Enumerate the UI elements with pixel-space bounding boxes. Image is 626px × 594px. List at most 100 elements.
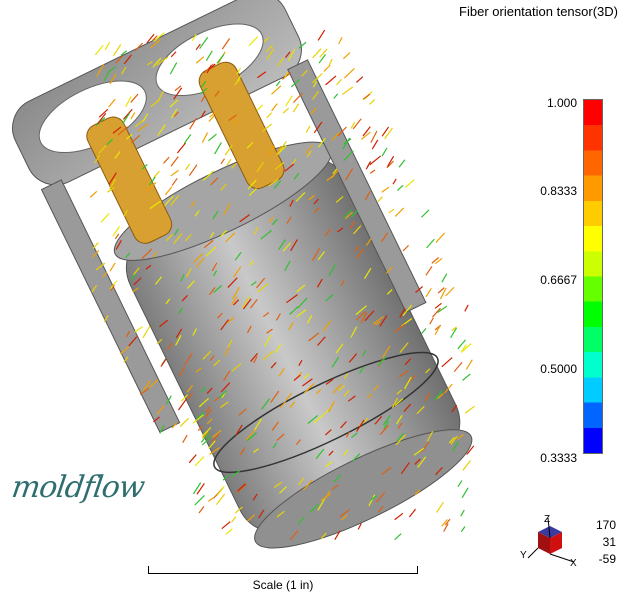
fiber-stroke (289, 306, 299, 315)
fiber-stroke (177, 398, 187, 411)
fiber-stroke (134, 42, 144, 51)
fiber-stroke (145, 264, 152, 270)
fiber-stroke (279, 486, 287, 494)
fiber-stroke (382, 415, 391, 426)
fiber-stroke (305, 125, 311, 133)
fiber-stroke (278, 239, 286, 251)
fiber-stroke (246, 432, 257, 442)
fiber-stroke (123, 54, 132, 65)
fiber-stroke (295, 192, 306, 202)
fiber-stroke (234, 78, 241, 86)
fiber-stroke (192, 328, 198, 336)
fiber-stroke (220, 382, 231, 393)
fiber-stroke (417, 456, 427, 468)
fiber-stroke (284, 260, 291, 272)
fiber-stroke (325, 461, 333, 468)
fiber-stroke (159, 424, 165, 434)
fiber-stroke (212, 429, 222, 438)
fiber-stroke (450, 327, 457, 339)
fiber-stroke (122, 112, 131, 125)
fiber-stroke (220, 183, 227, 191)
fiber-stroke (199, 87, 208, 95)
fiber-stroke (250, 299, 258, 309)
fiber-stroke (174, 228, 179, 236)
fiber-stroke (285, 51, 291, 58)
fiber-stroke (441, 357, 453, 368)
fiber-stroke (98, 108, 109, 118)
fiber-stroke (185, 268, 192, 278)
fiber-stroke (95, 262, 106, 271)
fiber-stroke (262, 350, 274, 361)
fiber-stroke (290, 239, 298, 252)
fiber-stroke (285, 95, 293, 107)
fiber-stroke (433, 389, 443, 401)
fiber-stroke (425, 266, 433, 276)
fiber-stroke (104, 41, 111, 51)
fiber-stroke (231, 469, 241, 477)
fiber-stroke (107, 66, 116, 74)
legend-label-min: 0.3333 (540, 451, 577, 465)
fiber-stroke (276, 145, 287, 156)
fiber-stroke (421, 328, 427, 335)
fiber-stroke (256, 104, 264, 112)
fiber-stroke (260, 229, 272, 240)
axis-triad-icon: Z X Y (520, 514, 577, 569)
fiber-stroke (180, 274, 185, 282)
fiber-stroke (403, 403, 412, 412)
fiber-stroke (413, 447, 425, 456)
fiber-stroke (234, 506, 243, 514)
fiber-stroke (209, 355, 215, 361)
fiber-stroke (340, 421, 347, 429)
fiber-stroke (182, 434, 188, 443)
fiber-stroke (142, 325, 151, 339)
fiber-stroke (396, 389, 403, 395)
fiber-stroke (205, 50, 213, 61)
fiber-stroke (265, 44, 274, 53)
fiber-stroke (270, 390, 280, 403)
fiber-stroke (225, 232, 236, 243)
fiber-stroke (310, 107, 317, 115)
fiber-stroke (263, 312, 270, 318)
fiber-stroke (316, 278, 323, 288)
fiber-stroke (324, 228, 331, 237)
fiber-stroke (108, 98, 116, 108)
fiber-stroke (185, 163, 191, 171)
fiber-stroke (165, 233, 174, 242)
fiber-stroke (322, 320, 332, 332)
fiber-stroke (204, 408, 213, 419)
fiber-stroke (391, 397, 399, 409)
fiber-stroke (124, 252, 131, 259)
fiber-stroke (444, 383, 453, 394)
fiber-stroke (173, 111, 179, 117)
fiber-stroke (426, 238, 435, 249)
fiber-stroke (339, 509, 350, 518)
fiber-stroke (191, 34, 197, 42)
legend-label-2: 0.8333 (540, 184, 577, 198)
fiber-stroke (368, 494, 376, 507)
fiber-stroke (109, 73, 117, 85)
fiber-stroke (402, 304, 413, 317)
fiber-stroke (425, 288, 432, 298)
fiber-stroke (170, 194, 180, 206)
fiber-stroke (362, 126, 371, 137)
fiber-stroke (238, 408, 247, 416)
fiber-stroke (312, 72, 323, 84)
fiber-stroke (250, 281, 257, 286)
fiber-stroke (337, 126, 347, 137)
fiber-stroke (343, 209, 352, 219)
fiber-stroke (432, 307, 441, 318)
fiber-stroke (441, 273, 448, 283)
fiber-stroke (396, 184, 404, 191)
fiber-stroke (186, 384, 194, 393)
fiber-stroke (226, 316, 235, 324)
fiber-stroke (189, 117, 197, 130)
fiber-stroke (146, 33, 155, 44)
fiber-stroke (107, 187, 115, 193)
fiber-stroke (169, 99, 179, 108)
fiber-stroke (201, 80, 207, 88)
fiber-stroke (230, 162, 237, 169)
fiber-stroke (253, 356, 258, 364)
fiber-stroke (342, 86, 354, 95)
fiber-stroke (462, 460, 471, 471)
